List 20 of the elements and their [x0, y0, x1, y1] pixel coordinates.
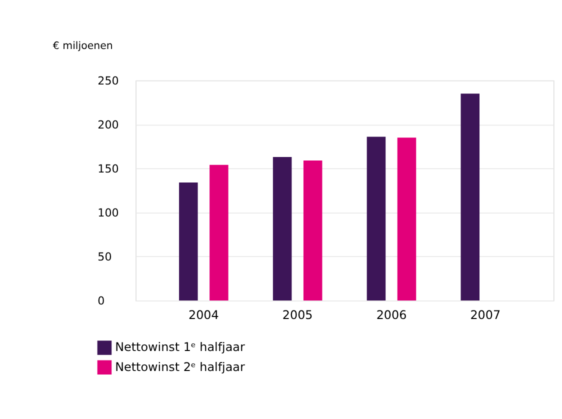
- bar: [303, 160, 322, 300]
- legend-label: Nettowinst 1ᵉ halfjaar: [115, 340, 245, 354]
- x-tick-label: 2007: [470, 308, 501, 322]
- legend-label: Nettowinst 2ᵉ halfjaar: [115, 360, 245, 374]
- y-axis-title: € miljoenen: [52, 40, 113, 52]
- bar: [210, 164, 228, 300]
- y-tick-label: 0: [98, 294, 105, 308]
- x-tick-label: 2004: [188, 308, 219, 322]
- y-tick-label: 250: [98, 74, 119, 88]
- x-tick-label: 2005: [282, 308, 313, 322]
- bar: [397, 138, 416, 300]
- x-tick-label: 2006: [376, 308, 407, 322]
- y-tick-label: 150: [98, 162, 119, 176]
- bar: [366, 136, 386, 300]
- bar: [272, 156, 292, 300]
- y-tick-label: 200: [98, 118, 119, 132]
- y-tick-label: 100: [98, 206, 119, 220]
- y-tick-label: 50: [98, 250, 112, 264]
- bar: [179, 182, 198, 300]
- bar: [460, 94, 480, 300]
